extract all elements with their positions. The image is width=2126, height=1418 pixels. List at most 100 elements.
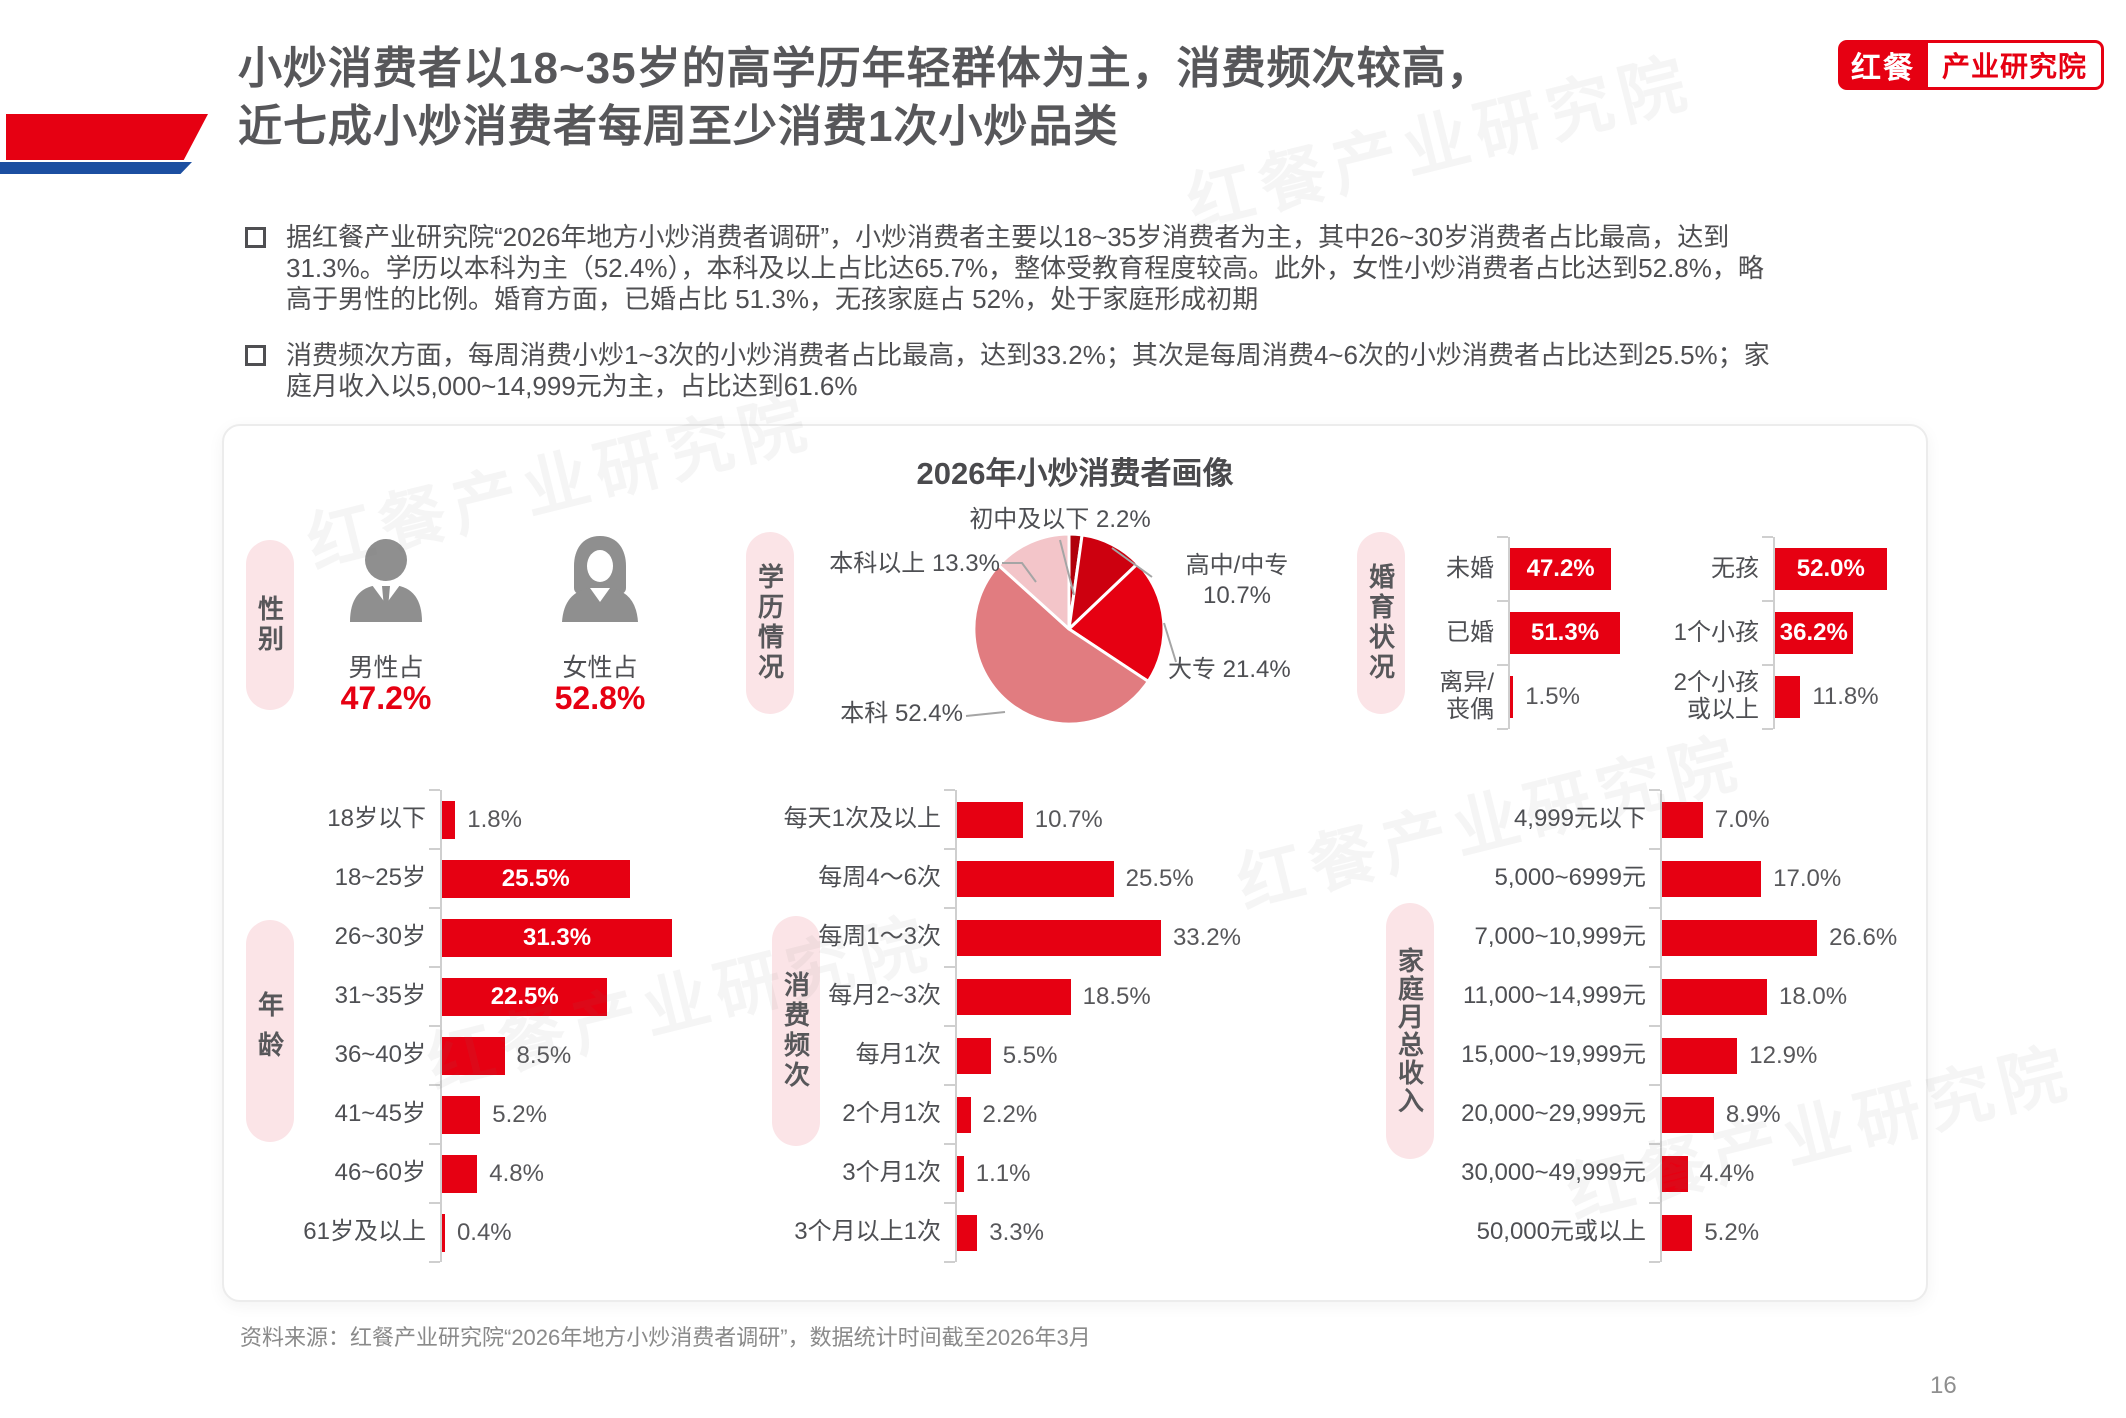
income-distribution-chart: 4,999元以下 7.0% 5,000~6999元 17.0% 7,000~10,999… [1342, 789, 1967, 1263]
bar-row: 1个小孩 36.2% [1655, 600, 2023, 665]
bar-track: 0.4% [429, 1202, 822, 1263]
bar-track: 25.5% [429, 848, 822, 908]
section-pill-age: 年龄 [246, 920, 294, 1142]
bar [1662, 801, 1703, 838]
bar-category-label: 50,000元或以上 [1476, 1218, 1646, 1246]
bar-track: 8.5% [429, 1025, 822, 1085]
bar [1662, 1096, 1714, 1133]
bar [957, 1096, 971, 1133]
bar: 22.5% [442, 977, 608, 1016]
axis-tick [1497, 536, 1508, 538]
section-pill-frequency: 消费频次 [772, 916, 820, 1146]
bar [442, 800, 456, 839]
bar-track: 18.0% [1649, 966, 1967, 1026]
bar-track: 5.2% [429, 1084, 822, 1144]
bar: 25.5% [442, 859, 630, 898]
axis-tick [1649, 848, 1660, 850]
axis-tick [429, 907, 440, 909]
logo-unit-badge: 产业研究院 [1928, 40, 2105, 90]
bar-value: 5.2% [1704, 1218, 1760, 1246]
bar-row: 5,000~6999元 17.0% [1342, 848, 1967, 908]
bar-category-label: 1个小孩 [1673, 618, 1759, 646]
axis-tick [1649, 1202, 1660, 1204]
source-note: 资料来源：红餐产业研究院“2026年地方小炒消费者调研”，数据统计时间截至202… [240, 1325, 1091, 1350]
bar-category-label: 4,999元以下 [1513, 805, 1646, 833]
bar-track: 22.5% [429, 966, 822, 1026]
bar-value: 11.8% [1812, 683, 1879, 710]
accent-shape-red [6, 114, 208, 160]
age-distribution-chart: 18岁以下 1.8% 18~25岁 25.5% 26~30岁 31.3% 31~35岁 22.… [250, 789, 822, 1263]
bar-row: 20,000~29,999元 8.9% [1342, 1084, 1967, 1144]
axis-tick [1649, 1143, 1660, 1145]
bar-value: 22.5% [490, 982, 559, 1010]
bar-value: 18.0% [1779, 982, 1848, 1010]
bar-track: 52.0% [1762, 536, 2023, 601]
bar-value: 25.5% [501, 864, 570, 892]
axis-tick [1497, 728, 1508, 730]
bar-value: 12.9% [1749, 1041, 1818, 1069]
bar-row: 每周1～3次 33.2% [700, 907, 1302, 967]
bar-value: 1.5% [1525, 683, 1580, 710]
bar-value: 36.2% [1779, 619, 1848, 646]
axis-tick [1762, 600, 1773, 602]
axis-tick [429, 848, 440, 850]
bar-value: 4.8% [489, 1159, 544, 1187]
section-pill-gender: 性别 [246, 540, 294, 710]
bar-category-label: 31~35岁 [334, 982, 426, 1010]
bar-category-label: 已婚 [1446, 618, 1494, 646]
bar-row: 15,000~19,999元 12.9% [1342, 1025, 1967, 1085]
female-share-label: 女性占 [562, 654, 638, 682]
page-title: 小炒消费者以18~35岁的高学历年轻群体为主，消费频次较高， 近七成小炒消费者每… [238, 44, 1492, 151]
bullet-item: 据红餐产业研究院“2026年地方小炒消费者调研”，小炒消费者主要以18~35岁消… [245, 222, 1966, 315]
pie-label: 本科以上 13.3% [829, 550, 1000, 577]
axis-tick [944, 1143, 955, 1145]
bar-value: 4.4% [1699, 1159, 1755, 1187]
axis-tick [944, 1261, 955, 1263]
bar-category-label: 3个月以上1次 [794, 1218, 941, 1246]
bar-row: 50,000元或以上 5.2% [1342, 1202, 1967, 1263]
axis-tick [1649, 1261, 1660, 1263]
section-pill-education: 学历情况 [746, 532, 794, 714]
axis-tick [944, 1084, 955, 1086]
male-share-value: 47.2% [340, 680, 432, 716]
bar [1662, 978, 1767, 1015]
bar-row: 31~35岁 22.5% [250, 966, 822, 1026]
axis-tick [944, 1202, 955, 1204]
bar-category-label: 每月2~3次 [828, 982, 941, 1010]
bar-category-label: 11,000~14,999元 [1462, 982, 1646, 1010]
bar-category-label: 每周1～3次 [818, 923, 941, 951]
children-status-chart: 无孩 52.0% 1个小孩 36.2% 2个小孩 或以上 11.8% [1655, 536, 2023, 730]
axis-tick [944, 848, 955, 850]
bar-value: 25.5% [1125, 864, 1194, 892]
bar [957, 1214, 978, 1251]
bar [442, 1213, 445, 1252]
bar-row: 每天1次及以上 10.7% [700, 789, 1302, 849]
bar-category-label: 每周4～6次 [818, 864, 941, 892]
bar [1662, 860, 1762, 897]
bar-row: 36~40岁 8.5% [250, 1025, 822, 1085]
bar-category-label: 3个月1次 [842, 1159, 941, 1187]
bar-category-label: 15,000~19,999元 [1461, 1041, 1646, 1069]
bar-row: 2个小孩 或以上 11.8% [1655, 664, 2023, 730]
male-icon [350, 539, 422, 622]
bar-row: 18岁以下 1.8% [250, 789, 822, 849]
bar-row: 每月2~3次 18.5% [700, 966, 1302, 1026]
bullet-square-icon [245, 345, 266, 366]
bar-value: 1.1% [975, 1159, 1031, 1187]
bar-category-label: 7,000~10,999元 [1474, 923, 1646, 951]
bar-track: 31.3% [429, 907, 822, 967]
card-title: 2026年小炒消费者画像 [916, 456, 1234, 491]
bullet-text: 消费频次方面，每周消费小炒1~3次的小炒消费者占比最高，达到33.2%；其次是每… [286, 340, 1770, 401]
bar-row: 已婚 51.3% [1420, 600, 1758, 665]
frequency-distribution-chart: 每天1次及以上 10.7% 每周4～6次 25.5% 每周1～3次 33.2% 每月2~3次… [700, 789, 1302, 1263]
bar-row: 41~45岁 5.2% [250, 1084, 822, 1144]
bar-value: 0.4% [456, 1218, 512, 1246]
bar: 47.2% [1510, 548, 1612, 590]
axis-tick [944, 907, 955, 909]
bar-track: 1.8% [429, 789, 822, 849]
bar: 51.3% [1510, 612, 1621, 654]
bar-category-label: 26~30岁 [334, 923, 426, 951]
bar-row: 61岁及以上 0.4% [250, 1202, 822, 1263]
bar-category-label: 2个小孩 或以上 [1673, 669, 1759, 723]
